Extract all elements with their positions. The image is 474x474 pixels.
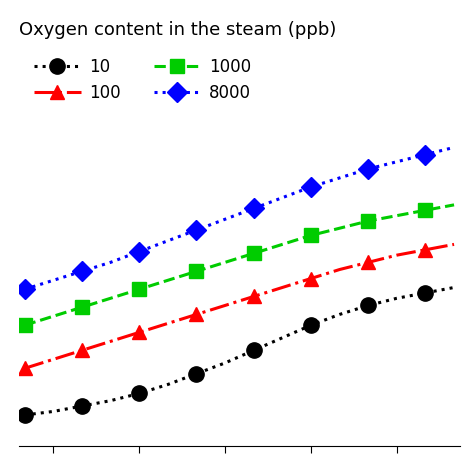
1000 <box>165 277 171 283</box>
10 <box>280 335 285 341</box>
8000 <box>137 249 142 255</box>
10 <box>108 398 113 403</box>
8000 <box>193 227 199 233</box>
Legend: 10, 100, 1000, 8000: 10, 100, 1000, 8000 <box>27 51 258 109</box>
8000 <box>337 175 342 181</box>
10 <box>193 371 199 376</box>
8000 <box>22 286 27 292</box>
8000 <box>108 259 113 265</box>
100 <box>108 338 113 344</box>
100 <box>308 276 314 282</box>
10 <box>137 391 142 396</box>
Line: 1000: 1000 <box>18 198 461 332</box>
1000 <box>365 218 371 224</box>
100 <box>22 365 27 371</box>
10 <box>365 302 371 308</box>
100 <box>165 320 171 326</box>
10 <box>423 290 428 296</box>
100 <box>394 252 400 258</box>
1000 <box>451 202 457 208</box>
8000 <box>394 159 400 164</box>
10 <box>165 382 171 387</box>
1000 <box>423 208 428 213</box>
8000 <box>165 238 171 244</box>
8000 <box>308 184 314 190</box>
10 <box>394 295 400 301</box>
8000 <box>79 268 85 274</box>
10 <box>251 347 256 353</box>
10 <box>79 403 85 409</box>
100 <box>137 329 142 335</box>
100 <box>451 242 457 247</box>
1000 <box>251 251 256 256</box>
100 <box>50 356 56 362</box>
1000 <box>280 242 285 247</box>
1000 <box>22 322 27 328</box>
100 <box>222 302 228 308</box>
Line: 8000: 8000 <box>18 140 461 296</box>
100 <box>79 347 85 353</box>
Text: Oxygen content in the steam (ppb): Oxygen content in the steam (ppb) <box>19 21 337 39</box>
Line: 100: 100 <box>18 237 461 375</box>
1000 <box>137 286 142 292</box>
8000 <box>222 217 228 222</box>
10 <box>222 360 228 366</box>
Line: 10: 10 <box>17 280 462 423</box>
8000 <box>280 195 285 201</box>
100 <box>251 293 256 299</box>
10 <box>308 322 314 328</box>
1000 <box>50 313 56 319</box>
1000 <box>79 304 85 310</box>
100 <box>423 247 428 253</box>
1000 <box>108 295 113 301</box>
1000 <box>193 268 199 274</box>
10 <box>50 409 56 414</box>
100 <box>337 267 342 273</box>
1000 <box>394 213 400 219</box>
8000 <box>423 152 428 157</box>
1000 <box>308 233 314 238</box>
1000 <box>337 225 342 231</box>
100 <box>280 285 285 291</box>
10 <box>337 311 342 317</box>
100 <box>193 311 199 317</box>
8000 <box>50 277 56 283</box>
1000 <box>222 259 228 265</box>
100 <box>365 259 371 265</box>
8000 <box>251 206 256 211</box>
8000 <box>365 166 371 172</box>
10 <box>451 285 457 291</box>
10 <box>22 412 27 418</box>
8000 <box>451 145 457 150</box>
